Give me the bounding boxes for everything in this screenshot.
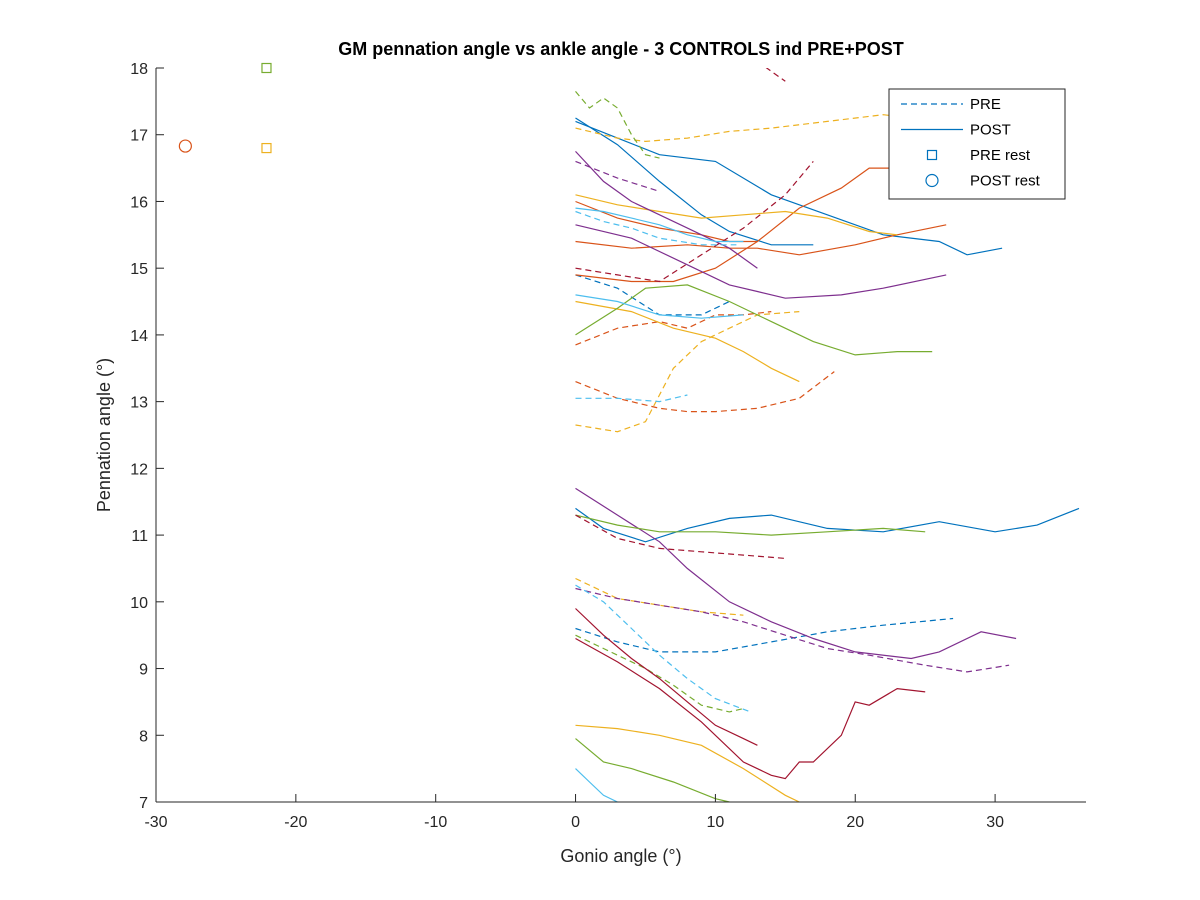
y-tick-label: 18 (130, 61, 148, 78)
x-tick-label: 0 (571, 814, 580, 831)
series-line-1 (575, 120, 1003, 256)
series-line-14 (575, 300, 800, 383)
series-line-24 (575, 738, 730, 802)
series-line-33 (575, 294, 744, 319)
legend-label: POST (970, 122, 1011, 139)
series-line-10 (575, 371, 835, 413)
series-line-11 (575, 114, 940, 143)
y-tick-label: 9 (139, 662, 148, 679)
rest-marker-circle-1 (178, 139, 192, 153)
series-line-27 (575, 608, 758, 746)
series-line-34 (575, 768, 618, 802)
legend-label: POST rest (970, 173, 1041, 190)
x-tick-label: -10 (424, 814, 447, 831)
x-tick-label: 10 (707, 814, 725, 831)
legend-box (888, 88, 1066, 200)
y-tick-label: 12 (130, 461, 148, 478)
series-line-2 (575, 507, 1080, 543)
series-line-23 (575, 514, 926, 536)
series-line-37 (575, 584, 751, 713)
y-tick-label: 11 (131, 528, 148, 545)
series-line-36 (575, 394, 688, 403)
series-line-7 (575, 160, 926, 283)
series-line-12 (575, 311, 800, 433)
axes-layer: -30 -20 -10 0 10 20 30 7 8 9 10 11 12 13 14 15 16 17 18 (130, 61, 1086, 831)
series-line-21 (575, 160, 660, 192)
y-tick-label: 10 (130, 595, 148, 612)
legend: PRE POST PRE rest POST rest (888, 88, 1066, 200)
y-axis-label: Pennation angle (°) (94, 358, 114, 512)
legend-swatch-circle (925, 173, 939, 188)
x-axis-label: Gonio angle (°) (560, 846, 681, 866)
x-tick-label: 20 (846, 814, 864, 831)
x-tick-label: -20 (284, 814, 307, 831)
y-tick-label: 15 (130, 261, 148, 278)
series-line-15 (575, 194, 898, 236)
series-layer (575, 68, 1080, 802)
legend-label: PRE rest (970, 147, 1031, 164)
series-line-35 (575, 210, 737, 246)
y-tick-label: 8 (139, 728, 148, 745)
legend-swatch-square (926, 149, 938, 161)
y-tick-label: 17 (130, 128, 148, 145)
chart-title: GM pennation angle vs ankle angle - 3 CO… (338, 39, 904, 59)
series-line-13 (575, 577, 744, 616)
y-tick-label: 16 (130, 194, 148, 211)
series-line-30 (575, 514, 786, 559)
series-line-5 (575, 617, 954, 653)
legend-label: PRE (970, 96, 1001, 113)
series-line-22 (575, 284, 933, 356)
rest-marker-square-2 (261, 62, 272, 74)
series-line-19 (575, 487, 1017, 660)
y-tick-label: 14 (130, 328, 148, 345)
series-line-18 (575, 150, 758, 269)
series-line-26 (575, 634, 744, 713)
marker-layer (178, 62, 272, 154)
series-line-3 (575, 117, 814, 246)
x-tick-label: 30 (986, 814, 1004, 831)
rest-marker-square-3 (261, 142, 272, 154)
series-line-29 (575, 161, 814, 283)
y-tick-label: 7 (139, 795, 148, 812)
series-line-25 (575, 91, 660, 159)
series-line-16 (575, 724, 800, 802)
series-line-32 (575, 207, 744, 243)
series-line-20 (575, 587, 1010, 673)
x-tick-label: -30 (144, 814, 167, 831)
series-line-28 (575, 637, 926, 780)
y-tick-label: 13 (130, 395, 148, 412)
series-line-17 (575, 224, 947, 299)
